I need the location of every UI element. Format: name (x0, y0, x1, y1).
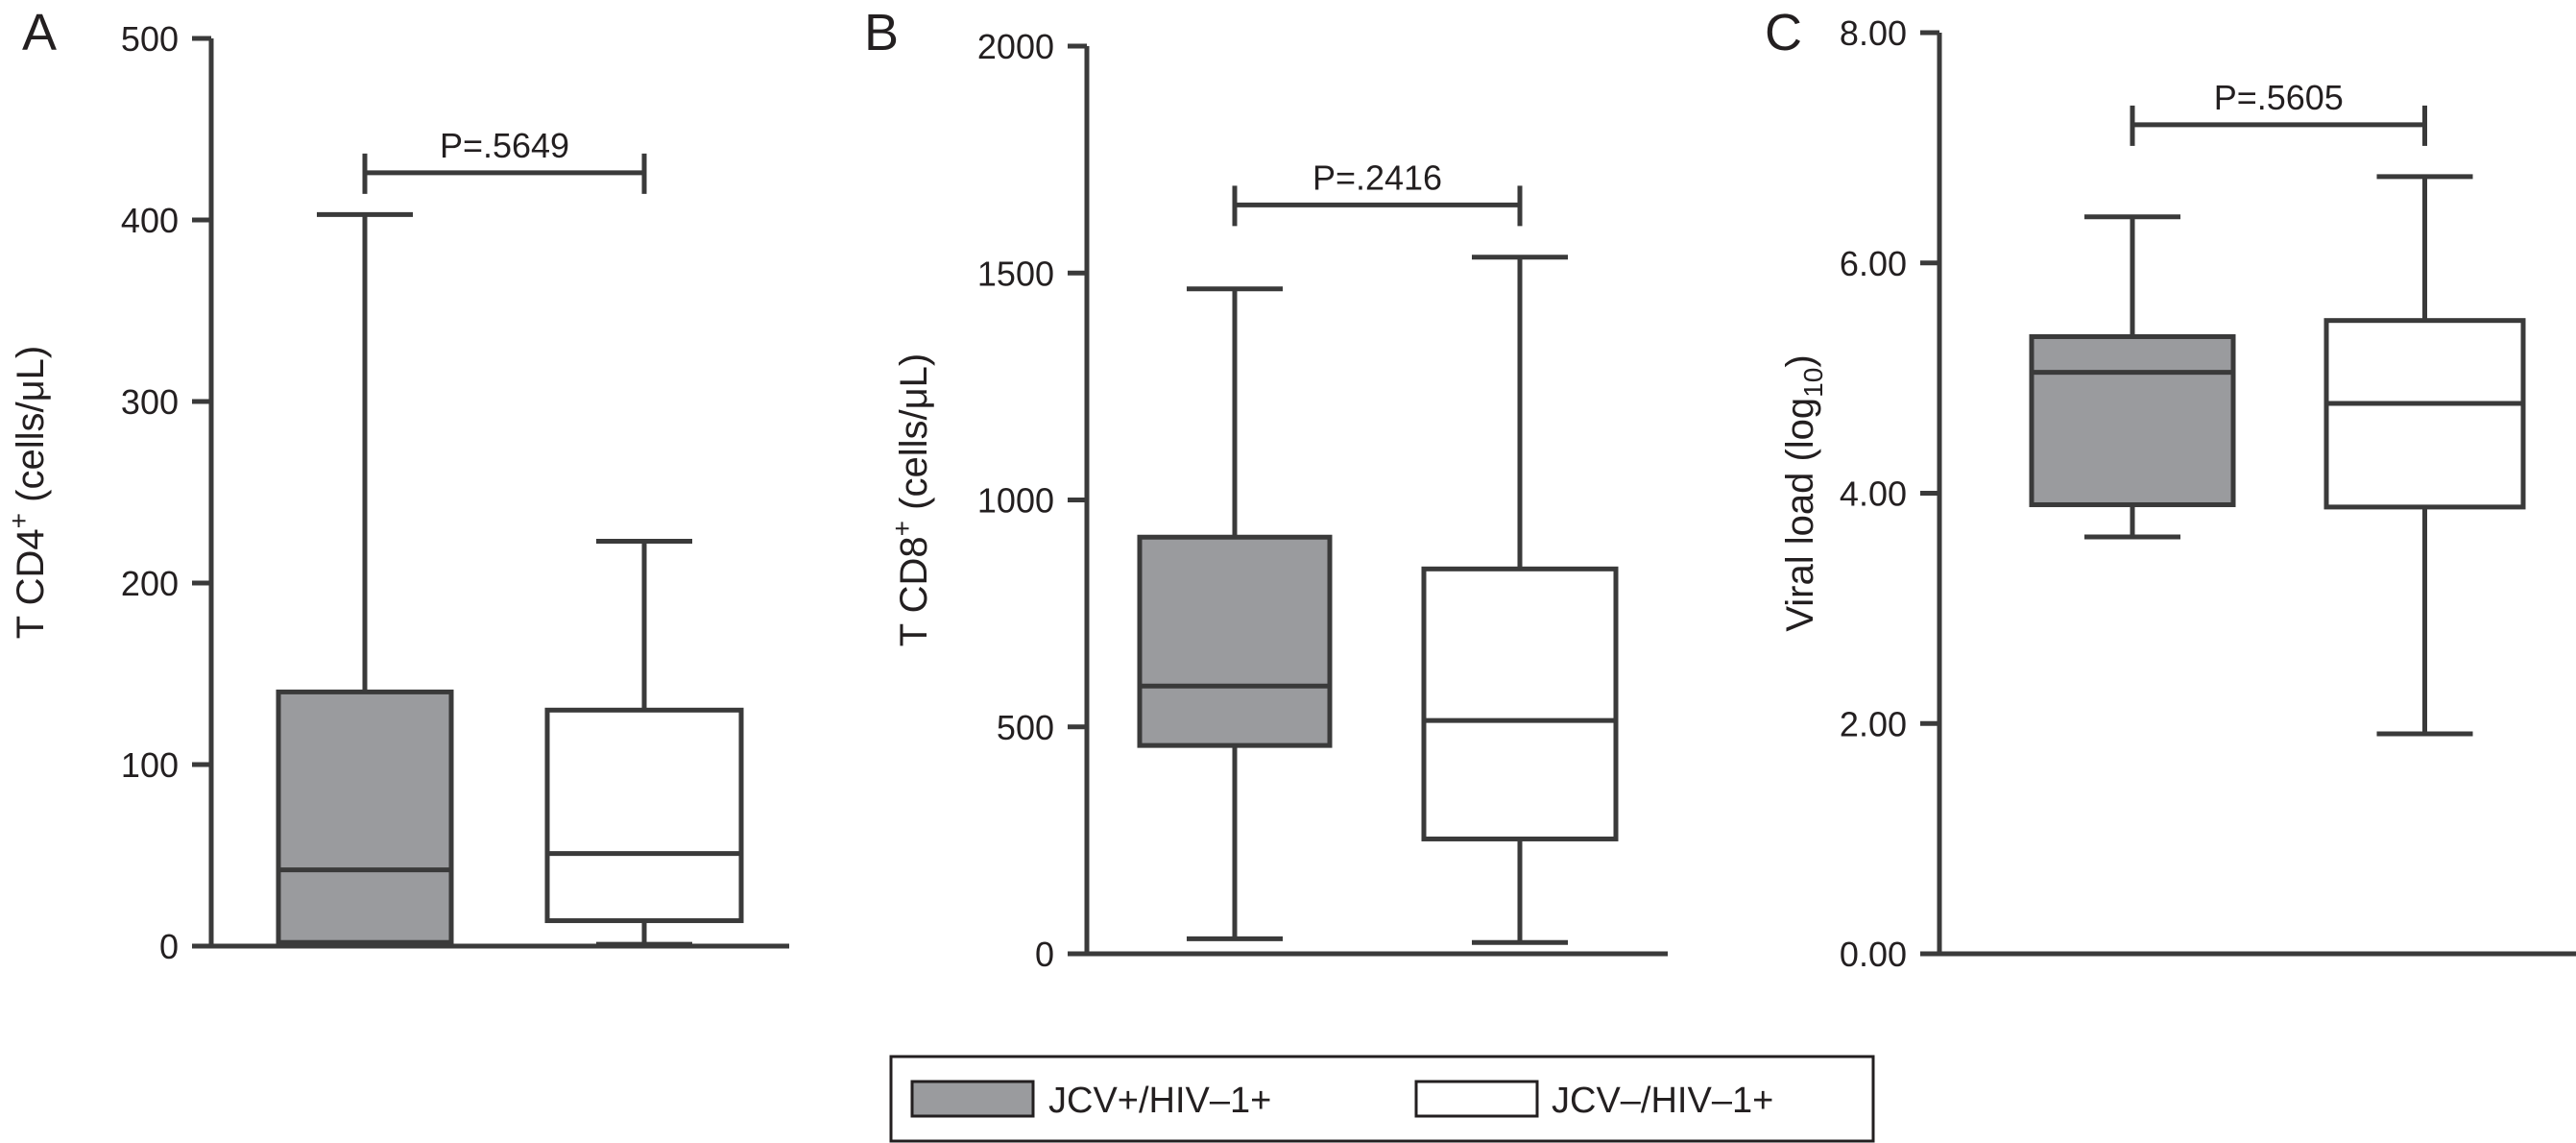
iqr-box (2323, 318, 2526, 510)
y-axis-label: T CD4+ (cells/μL) (4, 346, 52, 639)
y-tick-label: 6.00 (1840, 244, 1907, 283)
y-tick-label: 100 (121, 745, 179, 785)
box-group-jcv-positive (2029, 214, 2236, 540)
y-tick-label: 1000 (977, 481, 1054, 521)
legend-label-jcv-positive: JCV+/HIV–1+ (1048, 1081, 1271, 1121)
box-group-jcv-positive (1137, 286, 1333, 941)
panel-c: C 0.00 2.00 4.00 6.00 8.00 Viral load (log10) P… (1765, 4, 2576, 974)
iqr-box (276, 689, 454, 945)
panel-label: C (1765, 4, 1802, 61)
panel-label: B (864, 4, 899, 61)
box-group-jcv-negative (544, 539, 744, 947)
p-value-label: P=.5605 (2214, 78, 2344, 117)
panel-b: B 0 500 1000 1500 2000 T CD8+ (cells/μL) P=.241… (864, 4, 1668, 974)
y-axis-label: T CD8+ (cells/μL) (887, 353, 935, 646)
y-tick-label: 0.00 (1840, 935, 1907, 974)
y-tick-label: 4.00 (1840, 474, 1907, 514)
y-tick-label: 400 (121, 201, 179, 240)
legend-label-jcv-negative: JCV–/HIV–1+ (1552, 1081, 1773, 1121)
y-axis-label: Viral load (log10) (1779, 354, 1828, 631)
significance-bracket: P=.2416 (1232, 158, 1523, 227)
chart-panels: A 0 100 200 300 400 500 T CD4+ (cells/μL) P=.564… (4, 4, 2576, 974)
legend-frame (889, 1055, 1875, 1143)
y-tick-label: 1500 (977, 254, 1054, 293)
legend: JCV+/HIV–1+ JCV–/HIV–1+ (889, 1055, 1875, 1143)
panel-a: A 0 100 200 300 400 500 T CD4+ (cells/μL) P=.564… (4, 4, 789, 966)
iqr-box (1137, 534, 1333, 748)
significance-bracket: P=.5649 (362, 126, 647, 194)
y-tick-label: 0 (1035, 935, 1054, 974)
significance-bracket: P=.5605 (2130, 78, 2427, 146)
y-tick-label: 8.00 (1840, 13, 1907, 53)
box-group-jcv-negative (1421, 255, 1619, 945)
iqr-box (2029, 333, 2236, 507)
y-tick-label: 500 (997, 708, 1054, 747)
iqr-box (544, 707, 744, 924)
box-group-jcv-positive (276, 211, 454, 945)
y-tick-label: 2000 (977, 27, 1054, 66)
p-value-label: P=.2416 (1312, 158, 1442, 197)
legend-swatch-jcv-positive (910, 1080, 1035, 1118)
panel-label: A (22, 4, 57, 61)
legend-swatch-jcv-negative (1414, 1080, 1539, 1118)
y-tick-label: 200 (121, 564, 179, 603)
iqr-box (1421, 566, 1619, 841)
y-tick-label: 2.00 (1840, 704, 1907, 743)
p-value-label: P=.5649 (440, 126, 569, 165)
y-tick-label: 500 (121, 19, 179, 59)
y-tick-label: 300 (121, 382, 179, 422)
y-tick-label: 0 (159, 927, 179, 966)
box-group-jcv-negative (2323, 174, 2526, 737)
